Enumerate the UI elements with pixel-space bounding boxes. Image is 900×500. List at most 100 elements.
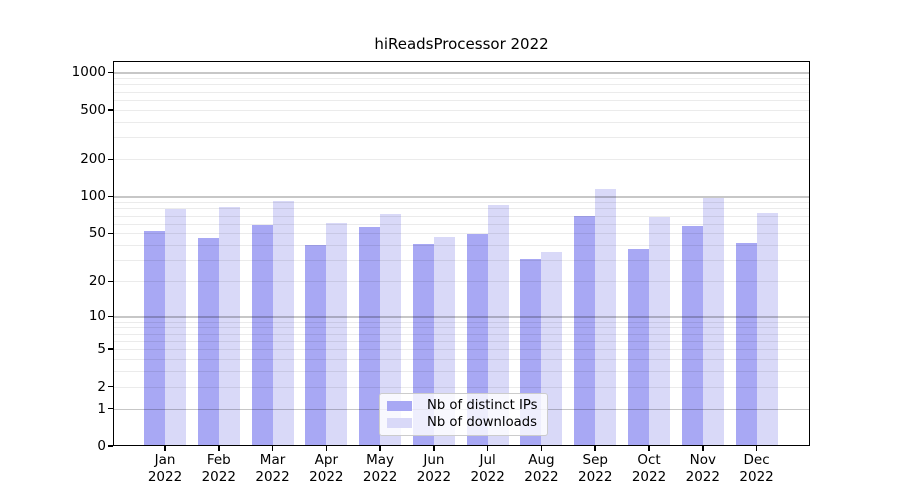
gridline-minor-9 [114,321,809,323]
x-tick-mark-oct [648,446,650,451]
gridline-minor-2 [114,386,809,388]
x-tick-mark-dec [755,446,758,451]
y-tick-label-20: 20 [88,273,106,290]
y-tick-label-10: 10 [88,308,106,325]
legend-entry-downloads: Nb of downloads [387,415,539,432]
chart-title: hiReadsProcessor 2022 [374,35,549,53]
y-tick-mark-500 [108,109,113,111]
y-tick-mark-1000 [108,71,113,74]
bar-distinct-ips-apr [305,245,327,446]
gridline-major-100 [114,196,809,198]
bar-downloads-jul [487,204,509,446]
gridline-minor-900 [114,78,809,80]
legend-entry-distinct-ips: Nb of distinct IPs [387,398,539,415]
gridline-minor-5 [114,349,809,351]
bar-distinct-ips-oct [628,249,650,446]
x-tick-mark-sep [594,446,596,451]
y-tick-mark-10 [108,315,113,318]
x-tick-mark-feb [218,446,220,451]
x-tick-label-jun: Jun 2022 [416,452,452,485]
x-tick-mark-may [379,446,381,451]
bar-downloads-sep [595,188,617,446]
bar-distinct-ips-mar [251,224,273,446]
y-tick-mark-100 [108,195,113,198]
gridline-minor-400 [114,121,809,123]
bar-distinct-ips-sep [574,215,596,446]
legend: Nb of distinct IPs Nb of downloads [379,393,548,436]
gridline-minor-300 [114,137,809,139]
y-tick-label-500: 500 [80,101,106,118]
x-tick-mark-jan [164,446,166,451]
gridline-minor-60 [114,223,809,225]
gridline-minor-8 [114,327,809,329]
gridline-minor-50 [114,233,809,235]
y-tick-label-1000: 1000 [71,64,106,81]
bar-distinct-ips-dec [735,242,757,446]
gridline-minor-40 [114,245,809,247]
x-tick-mark-jul [486,446,489,451]
y-tick-mark-50 [108,232,113,235]
y-tick-label-2: 2 [97,378,106,395]
y-tick-mark-1 [108,407,113,410]
gridline-major-1000 [114,72,809,74]
gridline-minor-6 [114,340,809,342]
bar-downloads-mar [272,200,294,446]
x-tick-label-aug: Aug 2022 [524,452,559,485]
gridline-minor-90 [114,202,809,204]
gridline-minor-20 [114,281,809,283]
gridline-minor-3 [114,371,809,373]
gridline-major-10 [114,316,809,318]
bar-distinct-ips-feb [197,237,219,446]
bar-downloads-dec [756,212,778,446]
y-tick-label-0: 0 [97,438,106,454]
gridline-minor-600 [114,100,809,102]
x-tick-mark-nov [702,446,704,451]
y-tick-label-200: 200 [80,151,106,168]
bar-distinct-ips-may [359,227,381,446]
y-tick-label-1: 1 [97,400,106,417]
x-tick-label-jan: Jan 2022 [147,452,183,485]
legend-swatch-downloads-icon [387,417,412,428]
bar-downloads-feb [218,207,240,446]
x-tick-label-apr: Apr 2022 [309,452,344,485]
x-tick-label-oct: Oct 2022 [631,452,667,485]
x-tick-mark-aug [540,446,543,451]
x-tick-label-sep: Sep 2022 [578,452,613,485]
bar-downloads-oct [649,217,671,446]
gridline-minor-800 [114,84,809,86]
y-tick-label-100: 100 [80,188,106,205]
y-tick-mark-200 [108,158,113,160]
bar-downloads-apr [326,222,348,446]
x-tick-mark-apr [325,446,328,451]
x-tick-label-nov: Nov 2022 [685,452,720,485]
gridline-minor-700 [114,91,809,93]
x-tick-mark-jun [433,446,435,451]
gridline-minor-7 [114,333,809,335]
gridline-minor-500 [114,109,809,111]
x-tick-mark-mar [271,446,274,451]
y-tick-label-5: 5 [97,341,106,358]
legend-swatch-distinct-ips-icon [387,401,412,412]
x-tick-label-may: May 2022 [362,452,398,485]
legend-label-distinct-ips: Nb of distinct IPs [427,398,538,414]
y-tick-label-50: 50 [88,225,106,242]
x-tick-label-dec: Dec 2022 [739,452,774,485]
bar-downloads-jan [165,209,186,446]
gridline-minor-4 [114,358,809,360]
bar-distinct-ips-jan [144,231,165,446]
y-tick-mark-2 [108,385,113,388]
y-tick-mark-20 [108,280,113,283]
bar-downloads-may [380,214,402,446]
x-tick-label-mar: Mar 2022 [255,452,290,485]
gridline-minor-30 [114,260,809,262]
gridline-minor-80 [114,208,809,210]
gridline-minor-200 [114,159,809,161]
x-tick-label-feb: Feb 2022 [201,452,236,485]
gridline-minor-70 [114,215,809,217]
bar-distinct-ips-nov [681,225,703,446]
legend-label-downloads: Nb of downloads [427,414,537,430]
y-tick-mark-5 [108,348,113,350]
x-tick-label-jul: Jul 2022 [470,452,505,485]
bar-downloads-nov [702,197,724,446]
